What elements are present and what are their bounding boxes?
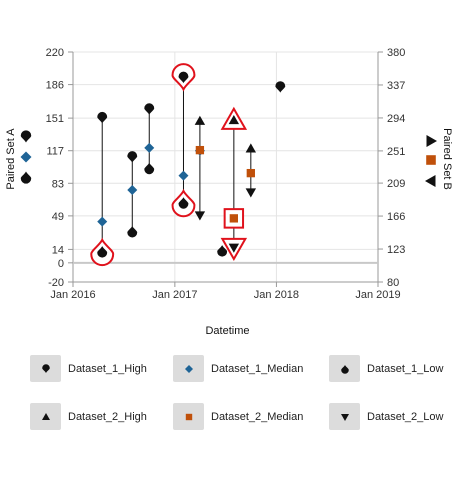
left-axis-legend-marker: [20, 151, 32, 163]
grid: [72, 51, 379, 283]
legend-item[interactable]: Dataset_2_Low: [329, 403, 443, 430]
x-tick-label: Jan 2019: [355, 289, 400, 301]
data-point: [194, 211, 206, 221]
legend-label: Dataset_1_Low: [367, 362, 444, 375]
legend-marker: [185, 413, 192, 420]
legend-swatch: [329, 403, 360, 430]
data-point: [178, 170, 189, 181]
legend-marker-icon: [185, 413, 192, 420]
data-point: [229, 214, 239, 223]
left-tick-label: 0: [58, 258, 64, 270]
right-tick-label: 251: [387, 146, 405, 158]
left-tick-label: 220: [46, 47, 64, 59]
left-tick-label: -20: [48, 277, 64, 289]
left-tick-label: 83: [52, 178, 64, 190]
right-tick-label: 209: [387, 178, 405, 190]
right-axis-legend-marker: [425, 175, 436, 187]
legend-marker: [41, 363, 50, 373]
data-point: [178, 71, 189, 84]
legend-marker-icon: [41, 412, 50, 420]
series-dataset-2-high: [194, 106, 257, 153]
right-axis-legend: [425, 135, 437, 187]
data-point: [228, 115, 240, 125]
right-tick-label: 123: [387, 244, 405, 256]
legend-item[interactable]: Dataset_2_Median: [173, 403, 303, 430]
series-dataset-1-high: [97, 63, 286, 163]
data-point: [217, 245, 228, 257]
left-axis-legend-marker: [20, 171, 32, 184]
left-tick-label: 151: [46, 113, 64, 125]
legend-marker: [184, 364, 193, 373]
data-point: [194, 115, 206, 125]
left-tick-label: 117: [46, 146, 64, 158]
right-tick-label: 380: [387, 47, 405, 59]
left-axis-legend: [20, 130, 32, 184]
legend-swatch: [30, 355, 61, 382]
data-point: [275, 81, 286, 93]
legend-item[interactable]: Dataset_1_Low: [329, 355, 443, 382]
data-point: [144, 162, 155, 175]
x-tick-label: Jan 2017: [152, 289, 197, 301]
data-point: [97, 246, 108, 258]
data-point: [127, 226, 138, 238]
data-point: [97, 216, 108, 227]
left-axis-title: Paired Set A: [5, 128, 17, 190]
legend-label: Dataset_2_Low: [367, 410, 444, 423]
data-point: [127, 151, 138, 163]
right-axis-legend-marker: [426, 135, 437, 147]
legend-label: Dataset_2_High: [68, 410, 147, 423]
data-point: [228, 243, 240, 253]
legend-swatch: [173, 403, 204, 430]
data-point: [97, 111, 108, 124]
legend-marker-icon: [340, 364, 349, 374]
right-tick-label: 80: [387, 277, 399, 289]
right-tick-label: 294: [387, 113, 405, 125]
left-tick-label: 186: [46, 80, 64, 92]
right-tick-label: 166: [387, 211, 405, 223]
legend-label: Dataset_1_High: [68, 362, 147, 375]
data-point: [246, 168, 255, 178]
x-tick-label: Jan 2018: [254, 289, 299, 301]
right-tick-label: 337: [387, 80, 405, 92]
left-tick-label: 14: [52, 244, 64, 256]
legend-marker-icon: [340, 413, 349, 421]
x-tick-label: Jan 2016: [50, 289, 95, 301]
legend-marker-icon: [41, 363, 50, 373]
legend-label: Dataset_1_Median: [211, 362, 304, 375]
legend-marker: [41, 412, 50, 420]
legend-item[interactable]: Dataset_2_High: [30, 403, 147, 430]
legend-swatch: [173, 355, 204, 382]
left-tick-label: 49: [52, 211, 64, 223]
legend-label: Dataset_2_Median: [211, 410, 304, 423]
data-point: [245, 188, 257, 198]
series-dataset-1-low: [90, 162, 228, 267]
series-dataset-2-low: [194, 188, 257, 262]
legend-marker: [340, 364, 349, 374]
legend-item[interactable]: Dataset_1_Median: [173, 355, 303, 382]
x-axis-title: Datetime: [205, 325, 249, 337]
data-point: [127, 185, 138, 195]
legend-marker-icon: [184, 364, 193, 373]
right-axis-legend-marker: [426, 155, 436, 165]
legend-swatch: [329, 355, 360, 382]
data-point: [178, 197, 189, 209]
left-axis-legend-marker: [20, 130, 32, 143]
data-point: [245, 143, 257, 153]
data-point: [195, 145, 205, 155]
data-point: [144, 142, 155, 153]
legend-item[interactable]: Dataset_1_High: [30, 355, 147, 382]
right-axis-title: Paired Set B: [441, 128, 453, 190]
legend-marker: [340, 413, 349, 421]
legend-swatch: [30, 403, 61, 430]
data-point: [144, 103, 155, 115]
series-dataset-2-median: [195, 145, 255, 229]
